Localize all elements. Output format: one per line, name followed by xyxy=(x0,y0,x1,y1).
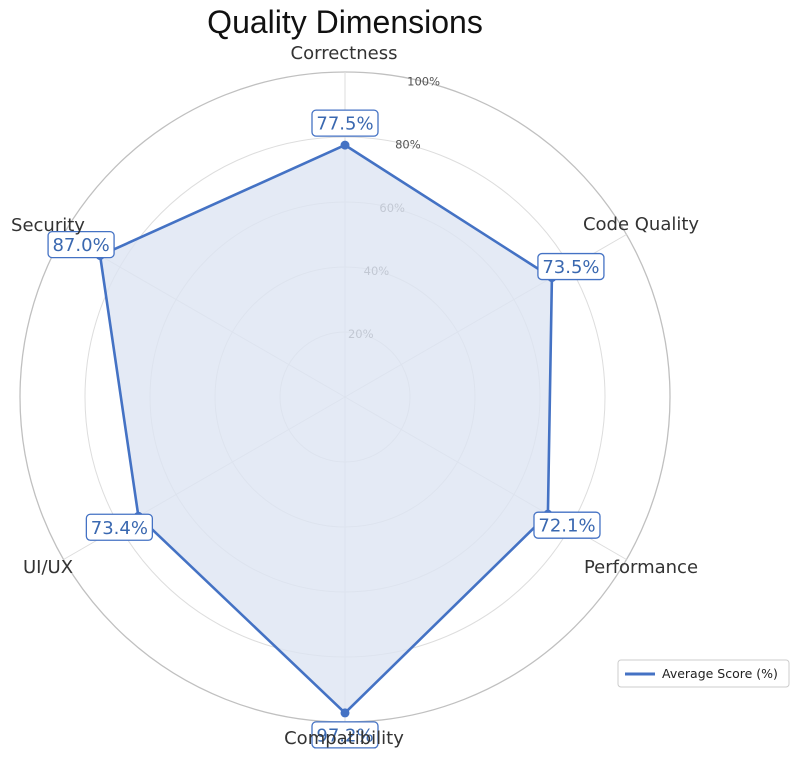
value-label-text: 73.4% xyxy=(91,518,148,539)
value-label-box xyxy=(311,109,379,137)
radar-series xyxy=(95,140,557,718)
category-label: Security xyxy=(11,215,85,236)
value-label: 87.0% xyxy=(47,230,115,259)
data-point xyxy=(340,140,350,150)
category-label: UI/UX xyxy=(23,557,73,578)
value-label-text: 73.5% xyxy=(542,257,599,278)
radar-labels: 77.5% 73.5% 72.1% 97.2% 73.4% 87.0% Correctnes… xyxy=(11,43,699,749)
value-label: 73.5% xyxy=(537,252,605,281)
legend-box xyxy=(617,659,790,688)
series-area xyxy=(98,143,554,715)
legend-label: Average Score (%) xyxy=(662,666,778,681)
category-label: Correctness xyxy=(291,43,398,64)
data-point xyxy=(340,708,350,718)
value-label: 97.2% xyxy=(311,721,379,749)
legend: Average Score (%) xyxy=(617,659,790,688)
category-label: Compatibility xyxy=(284,728,404,749)
value-label-box xyxy=(537,252,605,281)
value-label: 77.5% xyxy=(311,109,379,137)
value-label-box xyxy=(47,230,115,259)
value-label-box xyxy=(311,721,379,749)
value-label-text: 72.1% xyxy=(538,516,595,537)
tick-label: 100% xyxy=(407,75,440,89)
value-label: 72.1% xyxy=(533,511,601,539)
value-label: 73.4% xyxy=(85,513,154,541)
tick-label: 80% xyxy=(395,138,421,152)
value-label-text: 87.0% xyxy=(52,235,109,256)
value-label-box xyxy=(85,513,154,541)
category-label: Code Quality xyxy=(583,214,699,235)
chart-title: Quality Dimensions xyxy=(207,4,483,40)
category-label: Performance xyxy=(584,557,698,578)
value-label-text: 97.2% xyxy=(316,725,373,746)
value-label-text: 77.5% xyxy=(316,114,373,135)
value-label-box xyxy=(533,511,601,539)
